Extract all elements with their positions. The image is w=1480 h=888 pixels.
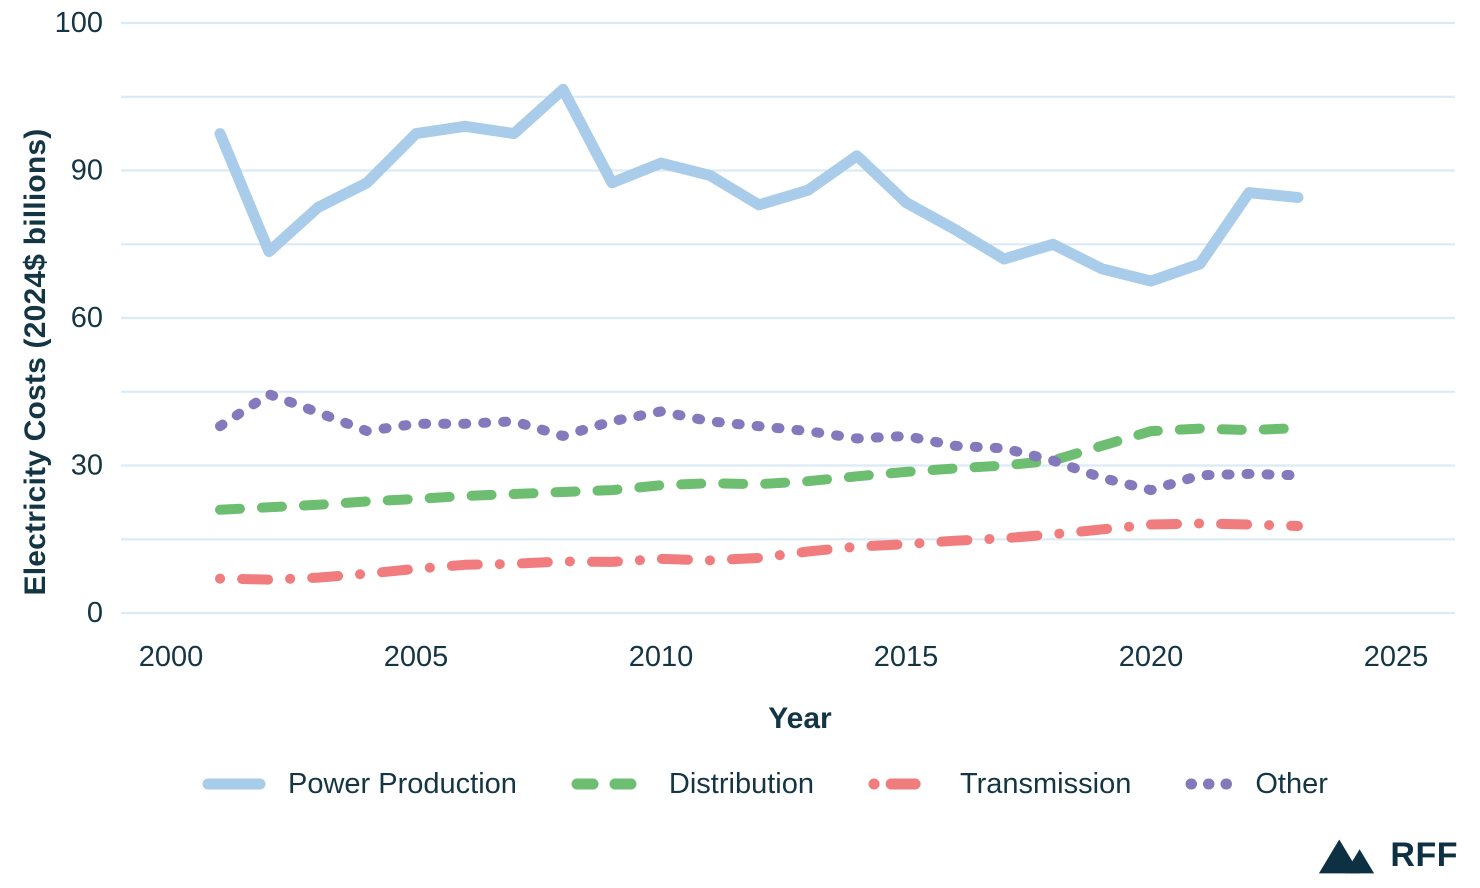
x-tick-2005: 2005 bbox=[384, 641, 449, 673]
chart-plot-area: 0 30 60 90 100 2000 2005 2010 2015 2020 2025 bbox=[55, 7, 1455, 673]
x-axis-title: Year bbox=[768, 702, 832, 735]
rff-logo: RFF bbox=[1316, 834, 1458, 876]
series-line-power-production bbox=[214, 83, 1304, 287]
x-tick-2000: 2000 bbox=[139, 641, 204, 673]
x-tick-2020: 2020 bbox=[1119, 641, 1184, 673]
power-production-line-swatch-icon bbox=[202, 778, 266, 790]
legend: Power Production Distribution Transmissi… bbox=[202, 762, 1328, 806]
x-tick-2010: 2010 bbox=[629, 641, 694, 673]
x-axis-tick-labels: 2000 2005 2010 2015 2020 2025 bbox=[139, 641, 1429, 673]
series-line-transmission bbox=[215, 518, 1303, 585]
legend-item-other: Other bbox=[1185, 768, 1328, 801]
legend-label-power-production: Power Production bbox=[288, 767, 517, 800]
y-tick-60: 60 bbox=[71, 302, 103, 334]
legend-item-distribution: Distribution bbox=[571, 768, 814, 801]
y-tick-0: 0 bbox=[87, 597, 103, 629]
y-axis-title: Electricity Costs (2024$ billions) bbox=[19, 128, 52, 596]
series-lines bbox=[214, 83, 1304, 585]
x-tick-2025: 2025 bbox=[1364, 641, 1429, 673]
series-line-other bbox=[215, 389, 1303, 496]
legend-item-power-production: Power Production bbox=[202, 768, 517, 801]
legend-item-transmission: Transmission bbox=[868, 768, 1131, 801]
legend-label-transmission: Transmission bbox=[959, 767, 1132, 800]
legend-label-other: Other bbox=[1255, 767, 1328, 800]
y-axis-tick-labels: 0 30 60 90 100 bbox=[55, 7, 103, 629]
transmission-line-swatch-icon bbox=[868, 778, 938, 790]
logo-text: RFF bbox=[1390, 835, 1458, 874]
other-line-swatch-icon bbox=[1185, 778, 1233, 790]
x-tick-2015: 2015 bbox=[874, 641, 939, 673]
y-tick-90: 90 bbox=[71, 155, 103, 187]
series-line-distribution bbox=[215, 423, 1303, 515]
distribution-line-swatch-icon bbox=[571, 778, 647, 790]
y-tick-30: 30 bbox=[71, 450, 103, 482]
y-tick-100: 100 bbox=[55, 7, 103, 39]
mountain-logo-icon bbox=[1319, 839, 1375, 874]
gridlines bbox=[121, 21, 1455, 615]
legend-label-distribution: Distribution bbox=[668, 767, 814, 800]
